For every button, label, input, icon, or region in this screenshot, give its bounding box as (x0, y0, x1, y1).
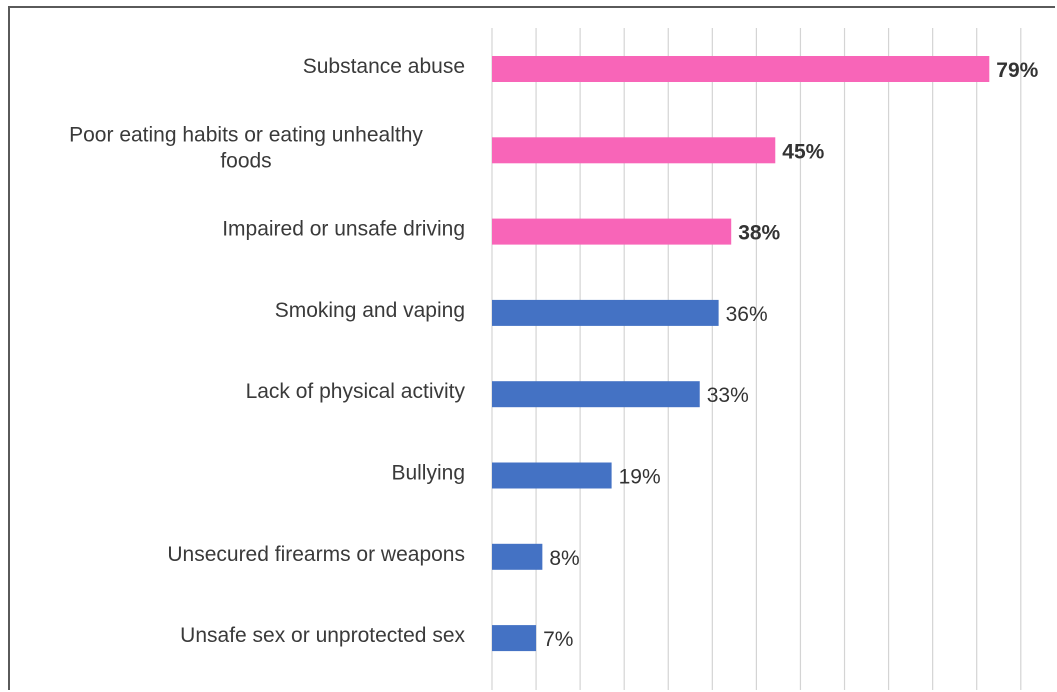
category-label: Unsafe sex or unprotected sex (180, 624, 465, 647)
bar-chart: Substance abuse Poor eating habits or eat… (69, 28, 1039, 690)
value-label: 19% (619, 466, 661, 489)
category-label-line: Bullying (391, 462, 465, 485)
category-label-line: Substance abuse (303, 55, 465, 78)
bar (492, 625, 537, 652)
category-label: Unsecured firearms or weapons (167, 543, 465, 566)
value-label: 7% (543, 628, 573, 651)
category-label: Impaired or unsafe driving (222, 218, 465, 241)
category-label-line: Smoking and vaping (275, 299, 465, 322)
category-label-line: foods (220, 149, 271, 172)
bar (492, 299, 719, 326)
bar (492, 543, 543, 570)
value-label: 8% (549, 547, 579, 570)
gridlines (491, 28, 1022, 690)
category-label-line: Unsecured firearms or weapons (167, 543, 465, 566)
value-label: 33% (707, 384, 749, 407)
category-labels: Substance abuse Poor eating habits or eat… (69, 55, 465, 647)
category-label-line: Unsafe sex or unprotected sex (180, 624, 465, 647)
bar (492, 56, 990, 82)
category-label: Poor eating habits or eating unhealthy fo… (69, 123, 423, 172)
category-label: Bullying (391, 462, 465, 485)
category-label: Substance abuse (303, 55, 465, 78)
value-label: 45% (782, 140, 824, 163)
value-label: 36% (726, 303, 768, 326)
category-label: Lack of physical activity (246, 380, 466, 403)
category-label-line: Impaired or unsafe driving (222, 218, 465, 241)
category-label-line: Lack of physical activity (246, 380, 466, 403)
bar (492, 218, 732, 245)
category-label: Smoking and vaping (275, 299, 465, 322)
value-label: 79% (996, 59, 1038, 82)
value-labels: 79% 45% 38% 36% 33% 19% 8% 7% (543, 59, 1039, 651)
chart-frame: Substance abuse Poor eating habits or eat… (8, 6, 1055, 690)
bars (492, 56, 990, 652)
bar (492, 381, 700, 408)
bar (492, 137, 776, 164)
bar (492, 462, 612, 489)
category-label-line: Poor eating habits or eating unhealthy (69, 123, 423, 146)
value-label: 38% (738, 222, 780, 245)
